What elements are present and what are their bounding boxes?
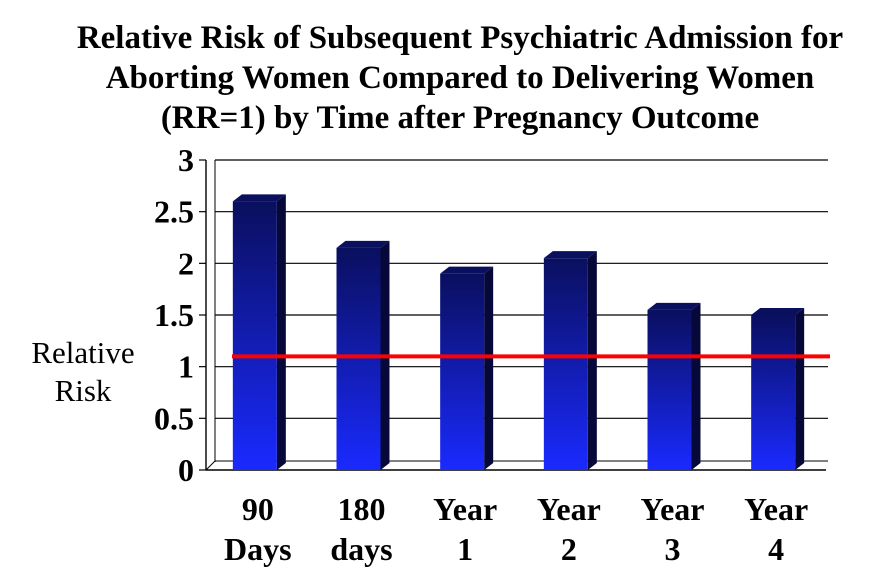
x-category-label: Days [224, 531, 292, 567]
bar [543, 258, 588, 470]
y-axis-label-line-1: Relative [31, 335, 135, 370]
x-category-label: Year [744, 491, 808, 527]
bar [440, 273, 485, 470]
bar [232, 201, 277, 471]
gridlines [215, 159, 828, 419]
bar-side [691, 302, 701, 470]
chart-title-line-1: Relative Risk of Subsequent Psychiatric … [76, 20, 844, 56]
bar-top [543, 251, 597, 259]
y-axis-label-line-2: Risk [54, 373, 112, 408]
y-tick-label: 0 [178, 452, 194, 488]
y-tick-label: 2 [178, 245, 194, 281]
bar-top [232, 194, 286, 202]
bar-top [440, 266, 494, 274]
x-category-label: Year [641, 491, 705, 527]
bar [751, 315, 796, 470]
x-category-label: 90 [242, 491, 274, 527]
x-category-label: 2 [561, 531, 577, 567]
bar-side [587, 251, 597, 470]
bars [232, 194, 805, 471]
bar-top [336, 240, 390, 248]
bar [336, 247, 381, 470]
bar-top [647, 302, 701, 310]
bar-side [795, 308, 805, 470]
y-axis-label: Relative Risk [18, 334, 148, 410]
bar-top [751, 308, 805, 315]
x-category-label: 180 [338, 491, 386, 527]
chart-title: Relative Risk of Subsequent Psychiatric … [40, 18, 880, 138]
bar-side [484, 266, 494, 470]
x-category-label: 3 [665, 531, 681, 567]
y-tick-label: 1.5 [154, 297, 194, 333]
chart-title-line-3: (RR=1) by Time after Pregnancy Outcome [160, 100, 760, 136]
chart-title-line-2: Aborting Women Compared to Delivering Wo… [105, 60, 815, 96]
y-tick-label: 2.5 [154, 194, 194, 230]
x-category-label: 1 [457, 531, 473, 567]
y-tick-label: 1 [178, 349, 194, 385]
bar-side [276, 194, 286, 471]
x-category-labels: 90 Days 180 days Year 1 Year 2 Year 3 Year 4 [224, 491, 808, 567]
x-category-label: 4 [768, 531, 784, 567]
bar [647, 309, 692, 470]
x-category-label: Year [433, 491, 497, 527]
y-tick-labels: 0 0.5 1 1.5 2 2.5 3 [154, 142, 194, 488]
floor-edge [205, 460, 216, 471]
x-category-label: Year [537, 491, 601, 527]
y-tick-label: 0.5 [154, 400, 194, 436]
y-tick-label: 3 [178, 142, 194, 178]
axes [199, 159, 828, 471]
x-category-label: days [330, 531, 392, 567]
